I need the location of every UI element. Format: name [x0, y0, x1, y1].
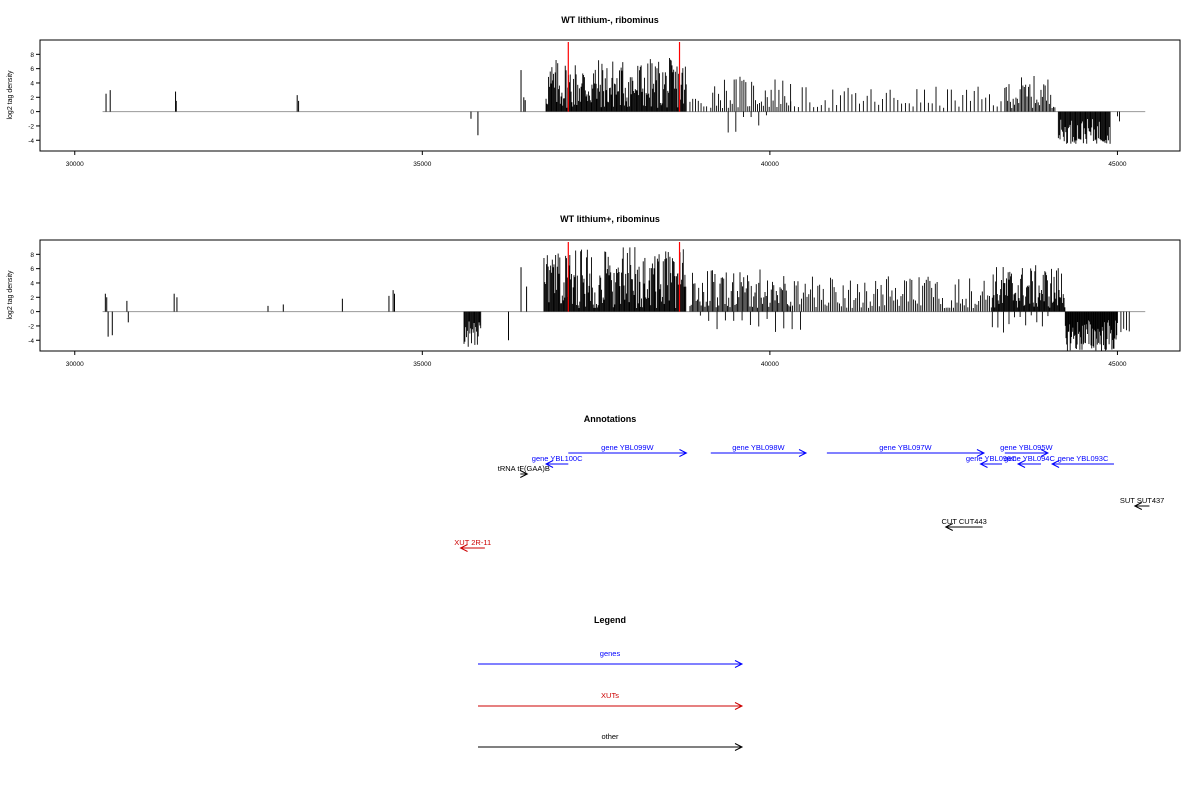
plot-frame: [39, 39, 1181, 152]
feature-arrow: [544, 460, 569, 468]
y-tick-label: 0: [30, 109, 34, 116]
x-tick-label: 30000: [66, 361, 84, 368]
y-tick-label: 2: [30, 95, 34, 102]
feature-label: gene YBL097W: [879, 443, 932, 452]
feature-label: tRNA tF(GAA)B: [498, 464, 550, 473]
legend-arrow: [478, 743, 744, 751]
feature-arrow: [826, 449, 986, 457]
feature-arrow: [1133, 502, 1150, 510]
legend-label: genes: [600, 649, 621, 658]
x-tick-label: 35000: [413, 361, 431, 368]
feature-label: XUT 2R-11: [454, 538, 491, 547]
feature-label: gene YBL094C: [1004, 454, 1055, 463]
y-tick-label: 8: [30, 52, 34, 59]
legend-label: other: [601, 732, 619, 741]
legend-items: genes XUTs other: [478, 649, 744, 751]
y-tick-label: 4: [30, 80, 34, 87]
feature-label: gene YBL096C: [966, 454, 1017, 463]
legend-panel: Legend genes XUTs other: [478, 615, 744, 751]
x-tick-label: 45000: [1108, 361, 1126, 368]
x-tick-label: 40000: [761, 161, 779, 168]
y-tick-label: 2: [30, 295, 34, 302]
panel-title: WT lithium-, ribominus: [561, 15, 659, 25]
bar-group: [102, 42, 1146, 144]
legend-arrow: [478, 660, 744, 668]
feature-label: CUT CUT443: [942, 517, 987, 526]
y-tick-label: -4: [28, 138, 34, 145]
legend-label: XUTs: [601, 691, 619, 700]
bar-group: [102, 242, 1146, 351]
y-tick-label: 8: [30, 252, 34, 259]
feature-group: gene YBL100C gene YBL099W gene YBL098W gene…: [454, 443, 1164, 552]
feature-label: gene YBL095W: [1000, 443, 1053, 452]
feature-arrow: [944, 523, 983, 531]
plot-frame: [39, 239, 1181, 352]
feature-label: SUT SUT437: [1120, 496, 1164, 505]
feature-label: gene YBL093C: [1058, 454, 1109, 463]
panel-title: WT lithium+, ribominus: [560, 214, 660, 224]
feature-arrow: [459, 544, 485, 552]
y-tick-label: -2: [28, 123, 34, 130]
y-tick-label: 6: [30, 66, 34, 73]
x-tick-label: 35000: [413, 161, 431, 168]
axis-ticks: 30000 35000 40000 45000 -4 -2 0 2 4 6 8: [28, 52, 1127, 168]
feature-arrow: [568, 449, 688, 457]
y-tick-label: 0: [30, 309, 34, 316]
y-tick-label: 6: [30, 266, 34, 273]
y-tick-label: 4: [30, 280, 34, 287]
x-tick-label: 45000: [1108, 161, 1126, 168]
axis-ticks: 30000 35000 40000 45000 -4 -2 0 2 4 6 8: [28, 252, 1127, 368]
feature-arrow: [1050, 460, 1114, 468]
feature-label: gene YBL100C: [532, 454, 583, 463]
feature-arrow: [1016, 460, 1041, 468]
track-panel-lithium-plus: WT lithium+, ribominus log2 tag density …: [7, 214, 1181, 368]
feature-label: gene YBL098W: [732, 443, 785, 452]
feature-arrow: [520, 470, 529, 478]
feature-arrow: [979, 460, 1003, 468]
annotations-title: Annotations: [584, 414, 637, 424]
track-panel-lithium-minus: WT lithium-, ribominus log2 tag density …: [7, 15, 1181, 168]
y-tick-label: -2: [28, 323, 34, 330]
y-tick-label: -4: [28, 338, 34, 345]
feature-label: gene YBL099W: [601, 443, 654, 452]
y-axis-label: log2 tag density: [7, 70, 14, 120]
feature-arrow: [1004, 449, 1050, 457]
x-tick-label: 30000: [66, 161, 84, 168]
x-tick-label: 40000: [761, 361, 779, 368]
y-axis-label: log2 tag density: [7, 270, 14, 320]
feature-arrow: [710, 449, 808, 457]
legend-title: Legend: [594, 615, 626, 625]
legend-arrow: [478, 702, 744, 710]
